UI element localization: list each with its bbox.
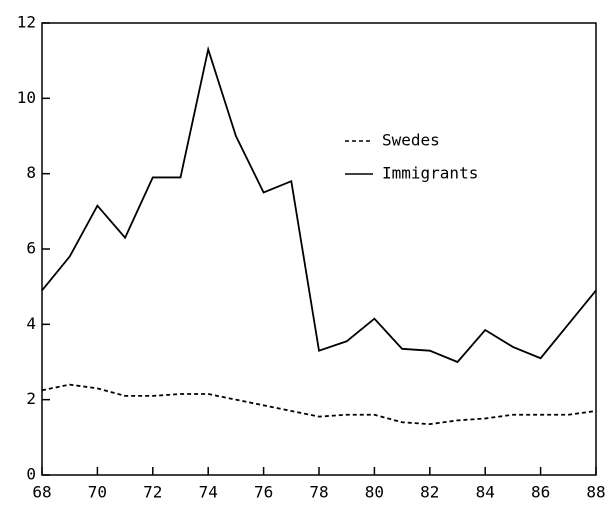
x-tick-label: 68 [32,483,51,502]
y-tick-label: 0 [26,465,36,484]
legend-label: Swedes [382,131,440,150]
y-tick-label: 6 [26,239,36,258]
x-tick-label: 74 [199,483,218,502]
plot-frame [41,22,597,476]
legend-label: Immigrants [382,164,478,183]
y-tick-label: 4 [26,314,36,333]
y-tick-label: 12 [17,13,36,32]
y-tick-label: 8 [26,163,36,182]
x-tick-label: 82 [420,483,439,502]
x-tick-label: 80 [365,483,384,502]
x-tick-label: 72 [143,483,162,502]
x-tick-label: 84 [476,483,495,502]
x-tick-label: 70 [88,483,107,502]
series-line [41,45,597,364]
x-tick-label: 78 [309,483,328,502]
x-tick-label: 88 [586,483,605,502]
series-line [41,383,597,426]
y-tick-label: 2 [26,389,36,408]
x-tick-label: 86 [531,483,550,502]
x-tick-label: 76 [254,483,273,502]
y-tick-label: 10 [17,88,36,107]
